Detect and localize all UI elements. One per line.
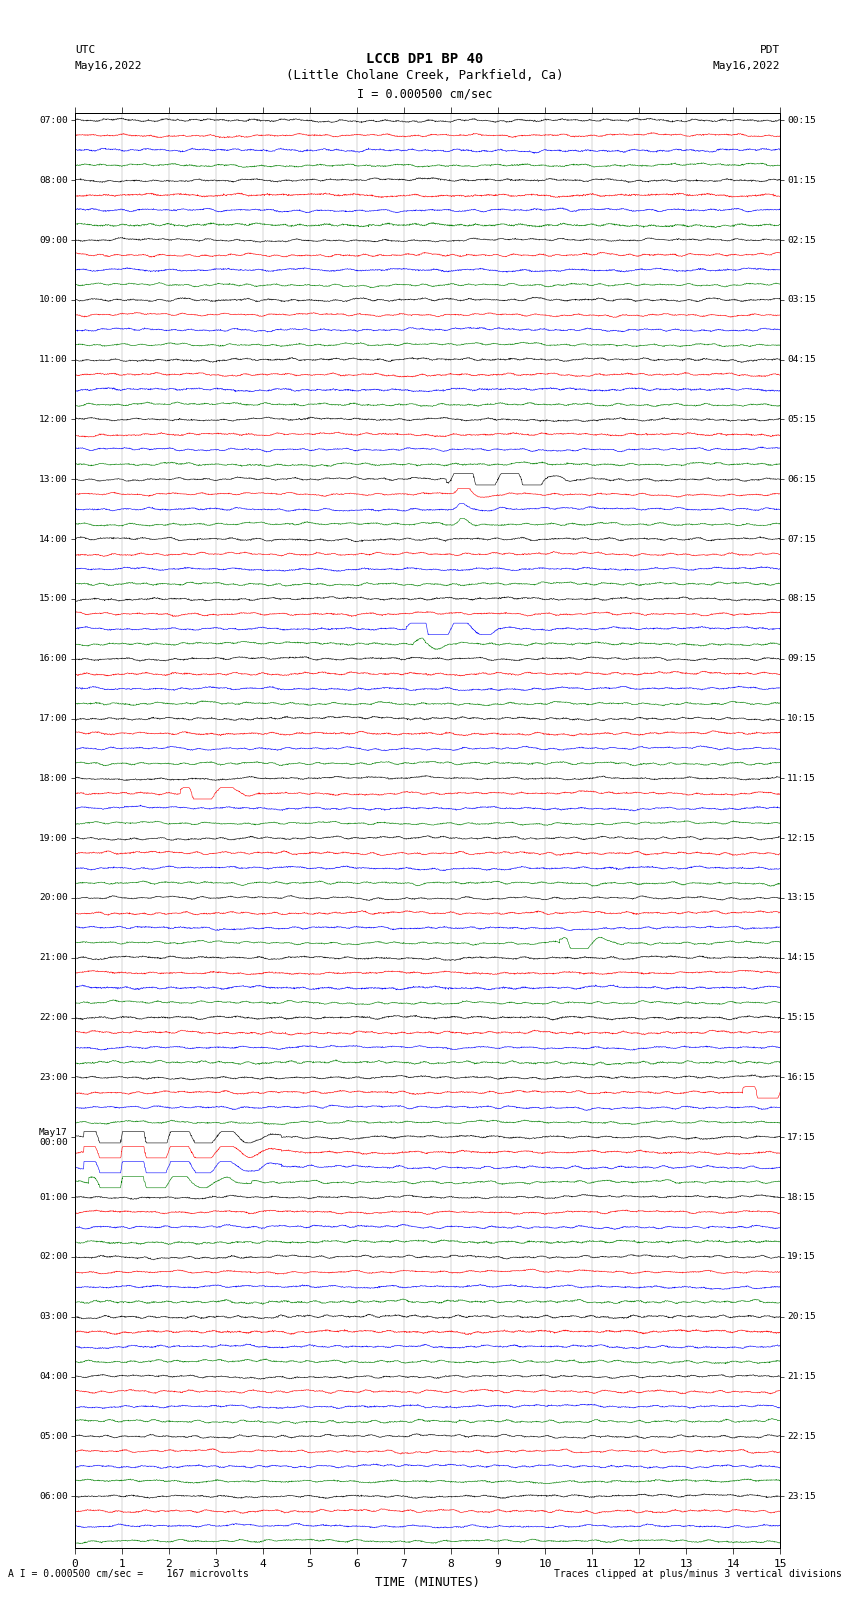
Text: (Little Cholane Creek, Parkfield, Ca): (Little Cholane Creek, Parkfield, Ca) bbox=[286, 69, 564, 82]
Text: LCCB DP1 BP 40: LCCB DP1 BP 40 bbox=[366, 52, 484, 66]
X-axis label: TIME (MINUTES): TIME (MINUTES) bbox=[375, 1576, 480, 1589]
Text: PDT: PDT bbox=[760, 45, 780, 55]
Text: A I = 0.000500 cm/sec =    167 microvolts: A I = 0.000500 cm/sec = 167 microvolts bbox=[8, 1569, 249, 1579]
Text: May16,2022: May16,2022 bbox=[713, 61, 780, 71]
Text: Traces clipped at plus/minus 3 vertical divisions: Traces clipped at plus/minus 3 vertical … bbox=[553, 1569, 842, 1579]
Text: I = 0.000500 cm/sec: I = 0.000500 cm/sec bbox=[357, 87, 493, 100]
Text: May16,2022: May16,2022 bbox=[75, 61, 142, 71]
Text: UTC: UTC bbox=[75, 45, 95, 55]
